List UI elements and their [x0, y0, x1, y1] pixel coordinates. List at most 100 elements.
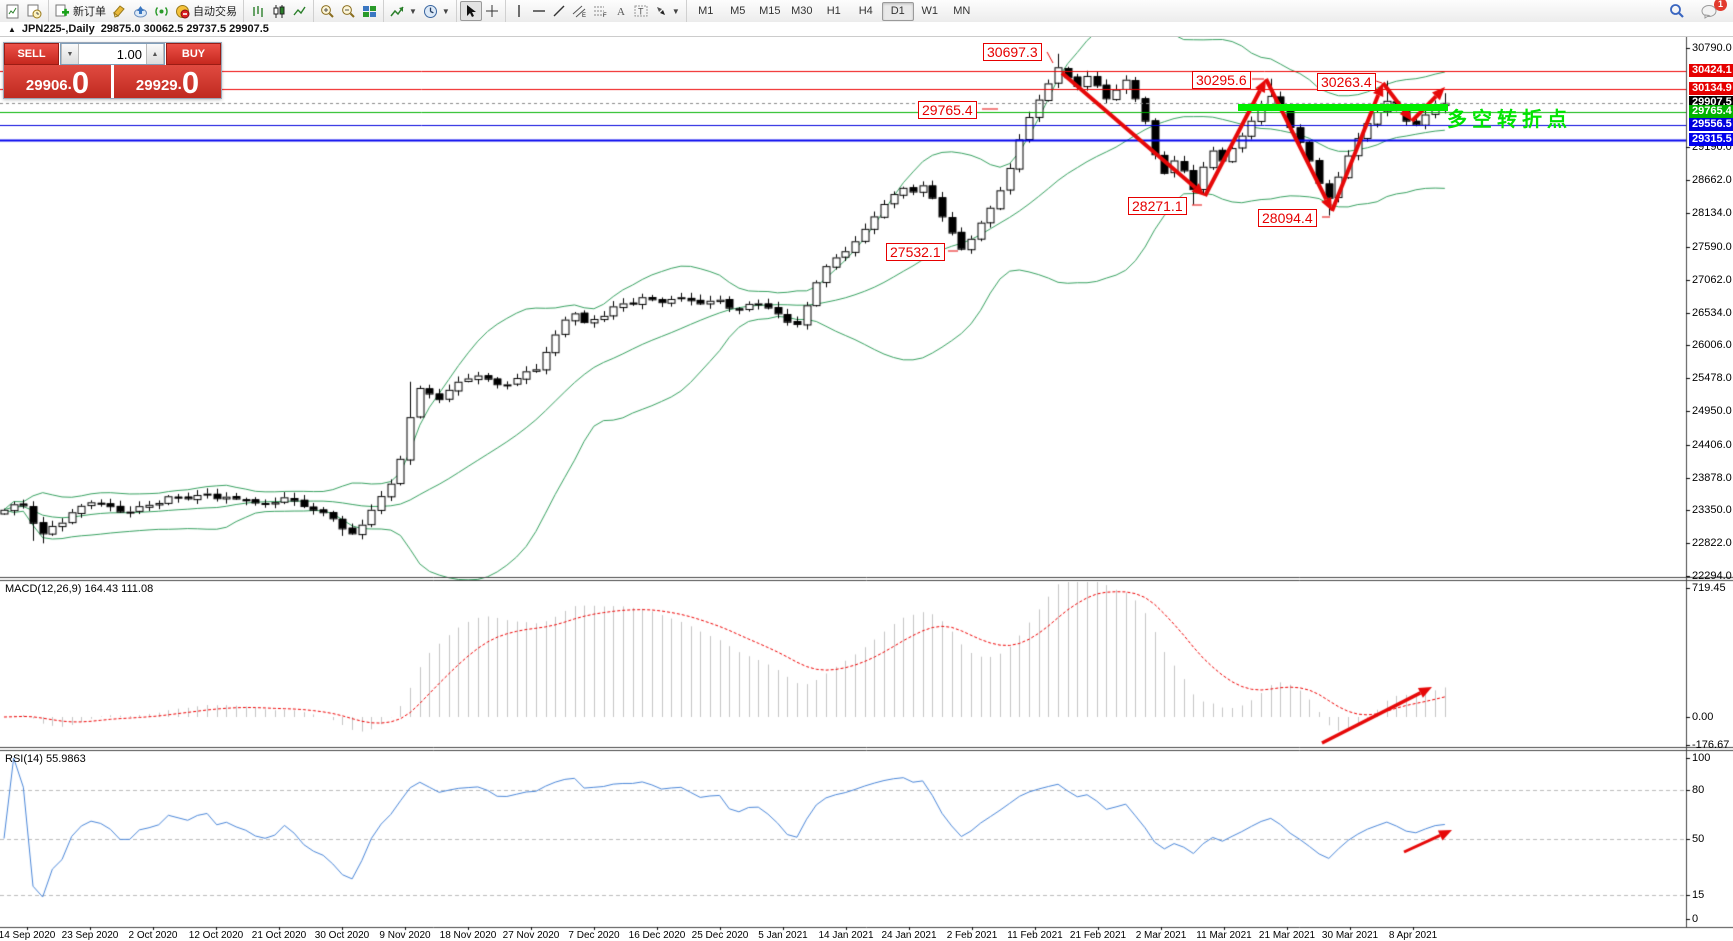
x-axis-date-label: 27 Nov 2020: [502, 930, 560, 941]
macd-axis-tick: 0.00: [1692, 711, 1714, 723]
x-axis-date-label: 12 Oct 2020: [188, 930, 244, 941]
macd-indicator-label: MACD(12,26,9) 164.43 111.08: [5, 583, 154, 595]
collapse-triangle-icon[interactable]: ▲: [8, 24, 16, 34]
timeframe-MN[interactable]: MN: [953, 4, 971, 17]
price-callout-label[interactable]: 30295.6: [1192, 71, 1251, 89]
candle-mode-button[interactable]: [268, 2, 289, 20]
sell-price-display[interactable]: 29906. 0: [4, 65, 111, 98]
line-mode-button[interactable]: [289, 2, 310, 20]
timeframe-H4[interactable]: H4: [858, 4, 873, 17]
profiles-button[interactable]: [24, 2, 45, 20]
volume-input[interactable]: [79, 44, 146, 64]
autotrading-button[interactable]: 自动交易: [172, 2, 240, 20]
crosshair-icon: [485, 5, 498, 17]
price-callout-label[interactable]: 28094.4: [1258, 209, 1317, 227]
new-chart-button[interactable]: [3, 2, 24, 20]
x-axis-date-label: 9 Nov 2020: [379, 930, 431, 941]
price-callout-label[interactable]: 28271.1: [1128, 197, 1187, 215]
zoom-in-icon: [321, 4, 334, 18]
price-level-badge[interactable]: 30424.1: [1689, 63, 1733, 77]
text-label-tool-button[interactable]: T: [631, 2, 651, 20]
price-callout-label[interactable]: 27532.1: [886, 243, 945, 261]
indicators-icon: [390, 6, 404, 16]
price-level-badge[interactable]: 29315.5: [1689, 132, 1733, 146]
styles-button[interactable]: [109, 2, 130, 20]
trendline-tool-button[interactable]: [549, 2, 569, 20]
signal-button[interactable]: [151, 2, 172, 20]
price-axis-tick: 26006.0: [1692, 339, 1732, 352]
zoom-in-button[interactable]: [317, 2, 338, 20]
price-axis-tick: 22294.0: [1692, 570, 1732, 583]
price-callout-label[interactable]: 30263.4: [1317, 73, 1376, 91]
channel-tool-button[interactable]: E: [569, 2, 590, 20]
x-axis-date-label: 14 Jan 2021: [818, 930, 874, 941]
x-axis-date-label: 14 Sep 2020: [0, 930, 56, 941]
volume-spinner: ▼ ▲: [60, 43, 165, 65]
text-label-icon: T: [634, 5, 648, 17]
timeframe-M30[interactable]: M30: [791, 4, 813, 17]
sell-button[interactable]: SELL: [4, 43, 59, 65]
price-axis-tick: 26534.0: [1692, 306, 1732, 319]
chart-canvas[interactable]: [0, 37, 1733, 941]
volume-increase-button[interactable]: ▲: [146, 44, 164, 64]
x-axis-date-label: 7 Dec 2020: [568, 930, 620, 941]
fibonacci-tool-button[interactable]: F: [590, 2, 611, 20]
turning-point-annotation[interactable]: 多空转折点: [1447, 109, 1572, 131]
vertical-line-icon: [518, 5, 520, 17]
toolbar: 新订单 自动交易: [0, 0, 1733, 23]
fibonacci-icon: F: [593, 6, 607, 18]
timeframe-D1[interactable]: D1: [881, 1, 914, 21]
vertical-line-tool-button[interactable]: [509, 2, 529, 20]
x-axis-date-label: 8 Apr 2021: [1388, 930, 1438, 941]
indicators-button[interactable]: ▼: [387, 2, 420, 20]
price-axis-tick: 28662.0: [1692, 174, 1732, 187]
arrows-caret-icon: ▼: [671, 6, 680, 16]
macd-axis-tick: 719.45: [1692, 582, 1726, 594]
profiles-icon: [27, 4, 42, 18]
price-level-badge[interactable]: 29765.4: [1689, 104, 1733, 118]
timeframe-M15[interactable]: M15: [759, 4, 781, 17]
tile-windows-button[interactable]: [359, 2, 380, 20]
price-axis-tick: 22822.0: [1692, 537, 1732, 550]
autotrading-icon: [176, 4, 190, 18]
volume-decrease-button[interactable]: ▼: [61, 44, 79, 64]
arrow-objects-icon: [656, 7, 665, 15]
bar-chart-mode-button[interactable]: [247, 2, 268, 20]
timeframe-H1[interactable]: H1: [826, 4, 841, 17]
search-button[interactable]: [1666, 2, 1688, 20]
timeframe-M1[interactable]: M1: [698, 4, 714, 17]
chart-ohlc-values: 29875.0 30062.5 29737.5 29907.5: [100, 23, 269, 35]
x-axis-date-label: 25 Dec 2020: [691, 930, 749, 941]
buy-price-display[interactable]: 29929. 0: [114, 65, 221, 98]
candlestick-icon: [273, 4, 285, 18]
crosshair-tool-button[interactable]: [482, 2, 502, 20]
cursor-tool-button[interactable]: [459, 1, 482, 21]
rsi-axis-tick: 15: [1692, 888, 1705, 901]
zoom-out-button[interactable]: [338, 2, 359, 20]
timeframe-M5[interactable]: M5: [730, 4, 746, 17]
text-tool-button[interactable]: A: [611, 2, 631, 20]
buy-button[interactable]: BUY: [166, 43, 221, 65]
price-level-badge[interactable]: 30134.9: [1689, 81, 1733, 95]
rsi-axis-tick: 100: [1692, 752, 1711, 764]
arrows-tool-button[interactable]: ▼: [651, 2, 683, 20]
support-zone-highlight[interactable]: [1238, 104, 1448, 111]
x-axis-date-label: 5 Jan 2021: [758, 930, 808, 941]
notification-badge: 1: [1714, 0, 1727, 11]
publish-button[interactable]: [130, 2, 151, 20]
new-order-button[interactable]: 新订单: [52, 2, 109, 20]
timeframe-W1[interactable]: W1: [921, 4, 939, 17]
timeframes-button[interactable]: ▼: [420, 2, 453, 20]
svg-text:T: T: [638, 7, 644, 17]
price-level-badge[interactable]: 29556.5: [1689, 117, 1733, 131]
price-callout-label[interactable]: 29765.4: [918, 101, 977, 119]
rsi-axis-tick: 50: [1692, 832, 1705, 845]
x-axis-date-label: 16 Dec 2020: [628, 930, 686, 941]
new-chart-icon: [6, 4, 19, 18]
price-callout-label[interactable]: 30697.3: [983, 43, 1042, 61]
notifications-button[interactable]: 1: [1698, 0, 1727, 20]
x-axis-date-label: 24 Jan 2021: [881, 930, 937, 941]
price-axis-tick: 24950.0: [1692, 404, 1732, 417]
chat-bubble-icon: [1701, 4, 1717, 19]
horizontal-line-tool-button[interactable]: [529, 2, 549, 20]
